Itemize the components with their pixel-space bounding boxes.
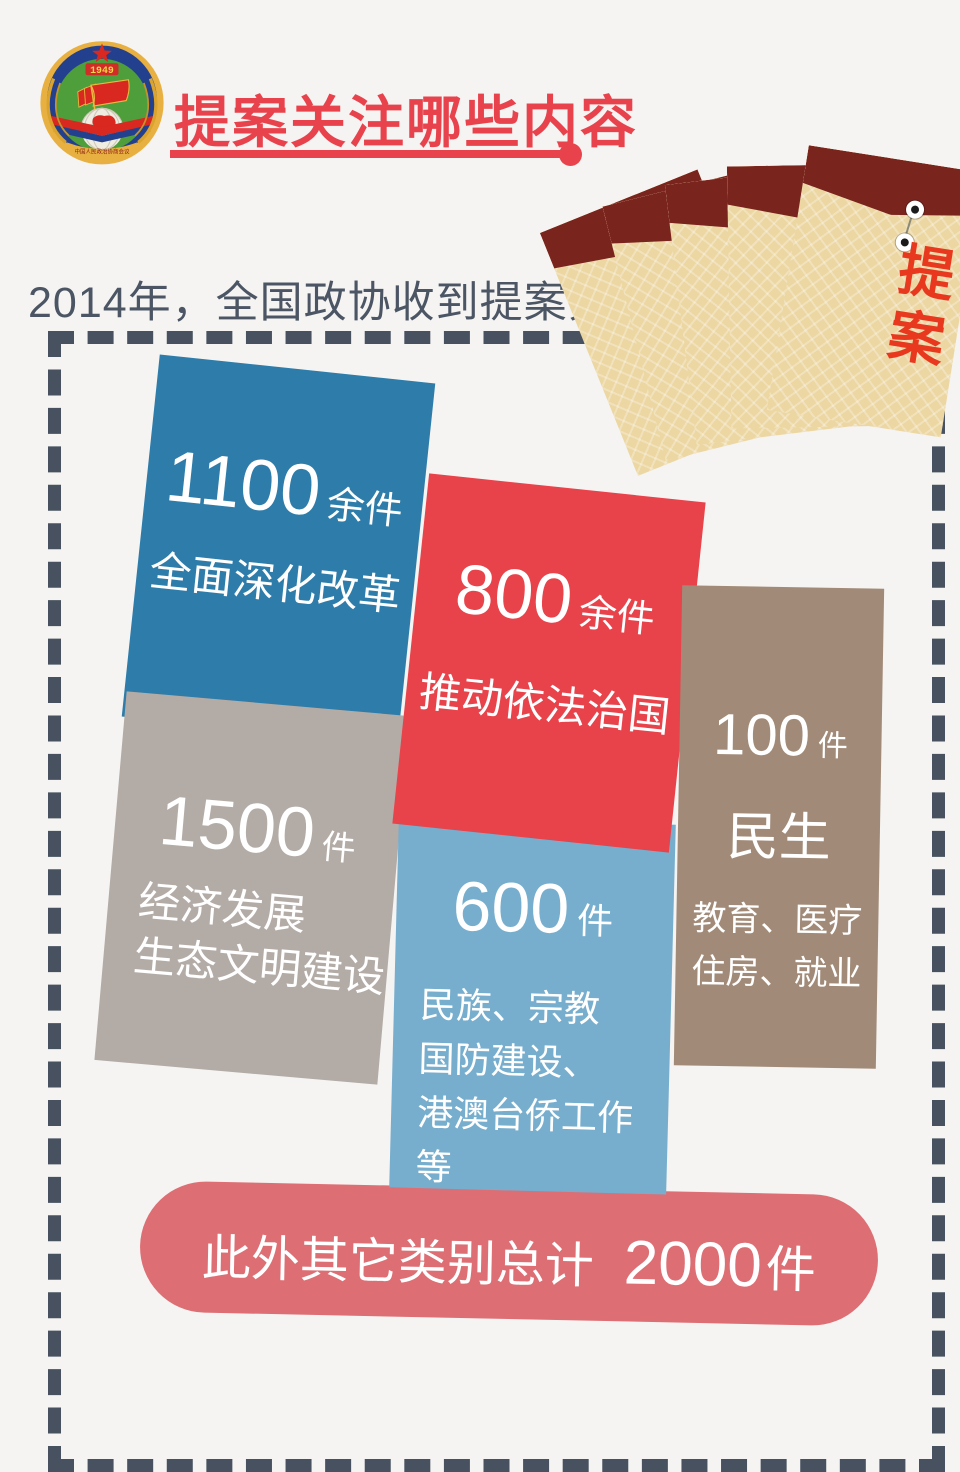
card-ethnic-religion-defense: 600 件 民族、宗教 国防建设、 港澳台侨工作等 [389, 817, 676, 1195]
card-label: 推动依法治国 [416, 667, 673, 741]
emblem-flags-icon [77, 79, 130, 114]
card-lines: 民族、宗教 国防建设、 港澳台侨工作等 [389, 977, 672, 1200]
card-value-row: 600 件 [396, 866, 675, 948]
card-label: 全面深化改革 [147, 546, 403, 620]
card-line: 民族、宗教 [419, 984, 601, 1030]
card-livelihood: 100 件 民生 教育、医疗 住房、就业 [673, 585, 885, 1069]
emblem-year-badge [85, 63, 119, 76]
cppcc-emblem: 1949 中国人民政治协商会议 [40, 41, 164, 165]
emblem-ribbon: 中国人民政治协商会议 [51, 116, 153, 158]
summary-pill: 此外其它类别总计 2000 件 [138, 1180, 880, 1327]
card-value-row: 1500 件 [113, 781, 402, 875]
card-value: 1500 [156, 780, 319, 873]
card-value-row: 1100 余件 [143, 436, 426, 539]
envelope-button-top [904, 199, 926, 220]
card-value: 100 [712, 701, 811, 769]
emblem-star-icon [92, 43, 112, 63]
page-title: 提案关注哪些内容 [174, 91, 638, 154]
card-unit: 余件 [324, 483, 405, 534]
card-headline: 民生 [726, 808, 832, 868]
card-unit: 余件 [576, 591, 657, 642]
card-line: 港澳台侨工作等 [415, 1092, 634, 1188]
card-line: 国防建设、 [418, 1038, 600, 1084]
card-economy-ecology: 1500 件 经济发展 生态文明建设 [94, 691, 410, 1085]
intro-text: 2014年，全国政协收到提案分类 [28, 279, 656, 327]
card-lines: 经济发展 生态文明建设 [101, 871, 394, 1006]
card-value: 800 [451, 549, 577, 639]
summary-unit: 件 [765, 1241, 817, 1299]
card-lines: 教育、医疗 住房、就业 [675, 892, 879, 1001]
card-deepen-reform: 1100 余件 全面深化改革 [121, 354, 436, 746]
emblem-year: 1949 [90, 65, 114, 76]
card-unit: 件 [319, 827, 358, 869]
card-value-row: 800 余件 [414, 549, 698, 648]
card-value: 1100 [162, 436, 325, 532]
card-value-row: 100 件 [679, 701, 882, 769]
card-line: 教育、医疗 [692, 899, 863, 941]
card-rule-of-law: 800 余件 推动依法治国 [392, 473, 706, 853]
summary-value: 2000 [623, 1228, 763, 1301]
summary-prefix: 此外其它类别总计 [201, 1231, 595, 1294]
title-underline [170, 150, 570, 158]
envelope-label: 提案 [875, 238, 959, 379]
card-unit: 件 [817, 729, 849, 764]
emblem-wheat-icon [46, 77, 158, 144]
card-value: 600 [451, 866, 571, 948]
emblem-banner-text: 中国人民政治协商会议 [74, 147, 130, 155]
title-dot [559, 143, 582, 166]
card-line: 住房、就业 [691, 952, 862, 994]
card-unit: 件 [576, 900, 614, 943]
envelope-stack: 提案 [539, 145, 960, 478]
